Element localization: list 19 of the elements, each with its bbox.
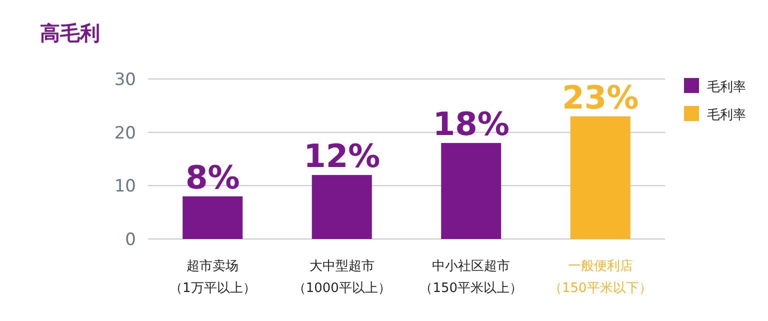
y-tick-label: 0 bbox=[125, 230, 136, 250]
data-label: 18% bbox=[432, 105, 510, 143]
x-tick-label: 大中型超市（1000平以上） bbox=[292, 259, 391, 296]
bar bbox=[441, 143, 502, 239]
bar bbox=[570, 116, 630, 239]
data-label: 12% bbox=[304, 137, 380, 175]
legend-label: 毛利率 bbox=[707, 79, 746, 95]
x-tick-label: 超市卖场（1万平以上） bbox=[169, 259, 256, 296]
y-tick-label: 20 bbox=[114, 123, 136, 144]
x-tick-label: 一般便利店（150平米以下） bbox=[548, 258, 652, 296]
data-label: 23% bbox=[562, 78, 639, 116]
y-tick-label: 10 bbox=[114, 176, 136, 197]
bar bbox=[182, 196, 243, 239]
data-label: 8% bbox=[185, 158, 240, 196]
y-tick-label: 30 bbox=[114, 70, 136, 90]
bar bbox=[312, 175, 372, 239]
legend-label: 毛利率 bbox=[707, 107, 746, 123]
chart-title: 高毛利 bbox=[40, 21, 100, 45]
x-tick-label: 中小社区超市（150平米以上） bbox=[420, 259, 523, 296]
